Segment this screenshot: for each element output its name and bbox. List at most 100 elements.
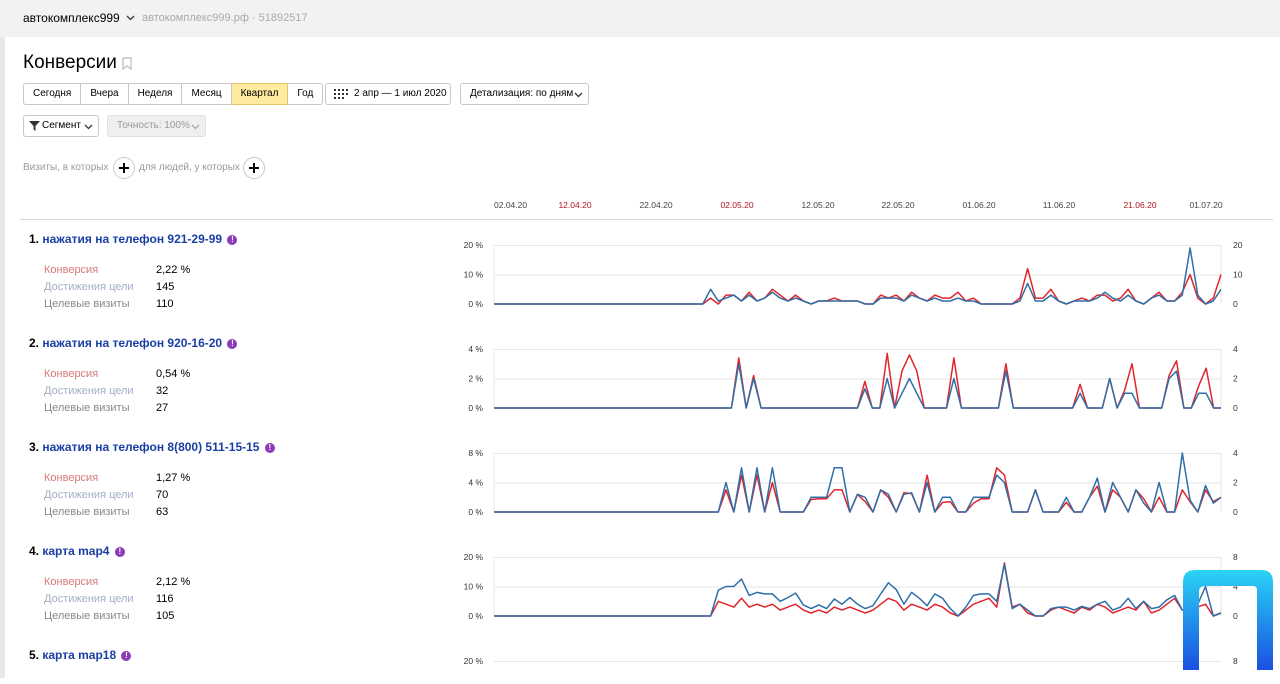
metric-conversion-value: 2,12 % [156, 576, 191, 588]
date-range-label: 2 апр — 1 июл 2020 [354, 88, 447, 99]
period-button[interactable]: Сегодня [23, 83, 82, 105]
goal-number: 2. [29, 336, 40, 350]
period-button[interactable]: Квартал [231, 83, 289, 105]
metric-target-visits-value: 27 [156, 402, 169, 414]
period-button[interactable]: Неделя [128, 83, 183, 105]
left-axis-tick: 10 % [464, 582, 484, 592]
goal-name-link[interactable]: нажатия на телефон 920-16-20 [42, 336, 223, 350]
left-axis-tick: 0 % [468, 611, 483, 621]
conversion-series-line [494, 352, 1221, 409]
right-axis-tick: 0 [1233, 299, 1238, 309]
metric-conversion-value: 1,27 % [156, 472, 191, 484]
goal-name-link[interactable]: карта map4 [42, 544, 110, 558]
goal-name-link[interactable]: нажатия на телефон 8(800) 511-15-15 [42, 440, 260, 454]
goal-title: 2. нажатия на телефон 920-16-20 ! [29, 336, 238, 350]
metric-target-visits-label: Целевые визиты [44, 506, 130, 518]
left-axis-tick: 20 % [464, 656, 484, 666]
metric-target-visits-value: 110 [156, 298, 174, 310]
visits-series-line [494, 363, 1221, 409]
goal-title: 3. нажатия на телефон 8(800) 511-15-15 ! [29, 440, 275, 454]
info-icon[interactable]: ! [264, 443, 275, 453]
timeline-tick-label: 11.06.20 [1043, 200, 1076, 210]
top-bar: автокомплекс999 автокомплекс999.рф · 518… [0, 0, 1280, 37]
period-button[interactable]: Вчера [81, 83, 129, 105]
info-icon[interactable]: ! [227, 339, 238, 349]
metric-achievements-value: 70 [156, 489, 169, 501]
goal-chart: 20 % 8 [464, 656, 1238, 666]
period-button[interactable]: Год [288, 83, 324, 105]
left-axis-tick: 10 % [464, 270, 484, 280]
left-axis-tick: 8 % [468, 448, 483, 458]
chart-frame [493, 349, 1222, 408]
chevron-down-icon [191, 124, 200, 130]
accuracy-label: Точность: 100% [117, 120, 190, 131]
accuracy-button[interactable]: Точность: 100% [107, 115, 206, 137]
chevron-down-icon [126, 15, 135, 21]
period-selector: Сегодня Вчера Неделя Месяц Квартал Год [23, 83, 324, 105]
filter-icon [29, 121, 40, 131]
conversion-series-line [494, 267, 1222, 305]
right-axis-tick: 0 [1233, 403, 1238, 413]
segment-button[interactable]: Сегмент [23, 115, 99, 137]
chevron-down-icon [84, 124, 93, 130]
goal-chart: 20 % 10 % 0 % 8 4 0 [464, 552, 1238, 621]
right-axis-tick: 2 [1233, 478, 1238, 488]
timeline-axis: 02.04.20 12.04.20 22.04.20 02.05.20 12.05.20… [494, 200, 1223, 210]
timeline-tick-label: 01.07.20 [1189, 200, 1222, 210]
metric-target-visits-value: 63 [156, 506, 169, 518]
detail-button[interactable]: Детализация: по дням [460, 83, 589, 105]
visits-series-line [494, 563, 1222, 617]
site-selector-label: автокомплекс999 [23, 11, 120, 25]
conversion-series-line [494, 562, 1222, 617]
site-meta: автокомплекс999.рф · 51892517 [142, 12, 308, 24]
people-filter-label: для людей, у которых [139, 162, 240, 173]
metric-achievements-value: 145 [156, 281, 175, 293]
segment-label: Сегмент [42, 120, 81, 131]
timeline-tick-label: 02.04.20 [494, 200, 527, 210]
left-axis-tick: 0 % [468, 507, 483, 517]
right-axis-tick: 8 [1233, 656, 1238, 666]
metric-conversion-label: Конверсия [44, 368, 99, 380]
timeline-tick-label: 01.06.20 [962, 200, 995, 210]
goal-chart: 4 % 2 % 0 % 4 2 0 [468, 344, 1238, 413]
right-axis-tick: 10 [1233, 270, 1243, 280]
calendar-icon [334, 89, 348, 99]
right-axis-tick: 4 [1233, 448, 1238, 458]
info-icon[interactable]: ! [227, 235, 238, 245]
add-people-condition-button[interactable] [243, 157, 265, 179]
metric-target-visits-label: Целевые визиты [44, 402, 130, 414]
period-button[interactable]: Месяц [182, 83, 232, 105]
metric-achievements-label: Достижения цели [44, 385, 134, 397]
right-axis-tick: 4 [1233, 344, 1238, 354]
detail-label: Детализация: по дням [470, 88, 574, 99]
goal-number: 3. [29, 440, 40, 454]
timeline-tick-label: 02.05.20 [720, 200, 753, 210]
goal-name-link[interactable]: карта map18 [42, 648, 117, 662]
left-axis-tick: 2 % [468, 374, 483, 384]
metric-achievements-label: Достижения цели [44, 489, 134, 501]
left-edge-bar [0, 0, 5, 678]
goal-chart: 20 % 10 % 0 % 20 10 0 [464, 240, 1243, 309]
add-visit-condition-button[interactable] [113, 157, 135, 179]
left-axis-tick: 4 % [468, 344, 483, 354]
left-axis-tick: 20 % [464, 552, 484, 562]
metric-conversion-label: Конверсия [44, 264, 99, 276]
timeline-tick-label: 22.04.20 [639, 200, 672, 210]
info-icon[interactable]: ! [121, 651, 132, 661]
metric-target-visits-label: Целевые визиты [44, 610, 130, 622]
date-range-button[interactable]: 2 апр — 1 июл 2020 [325, 83, 451, 105]
metric-conversion-value: 0,54 % [156, 368, 191, 380]
metric-achievements-label: Достижения цели [44, 593, 134, 605]
chevron-down-icon [574, 92, 583, 98]
right-axis-tick: 2 [1233, 374, 1238, 384]
metric-target-visits-value: 105 [156, 610, 175, 622]
info-icon[interactable]: ! [114, 547, 125, 557]
right-axis-tick: 20 [1233, 240, 1243, 250]
bookmark-icon[interactable] [122, 57, 132, 70]
timeline-tick-label: 21.06.20 [1123, 200, 1156, 210]
metric-achievements-value: 32 [156, 385, 169, 397]
goal-name-link[interactable]: нажатия на телефон 921-29-99 [42, 232, 223, 246]
metric-target-visits-label: Целевые визиты [44, 298, 130, 310]
left-axis-tick: 4 % [468, 478, 483, 488]
site-selector[interactable]: автокомплекс999 [23, 11, 135, 25]
